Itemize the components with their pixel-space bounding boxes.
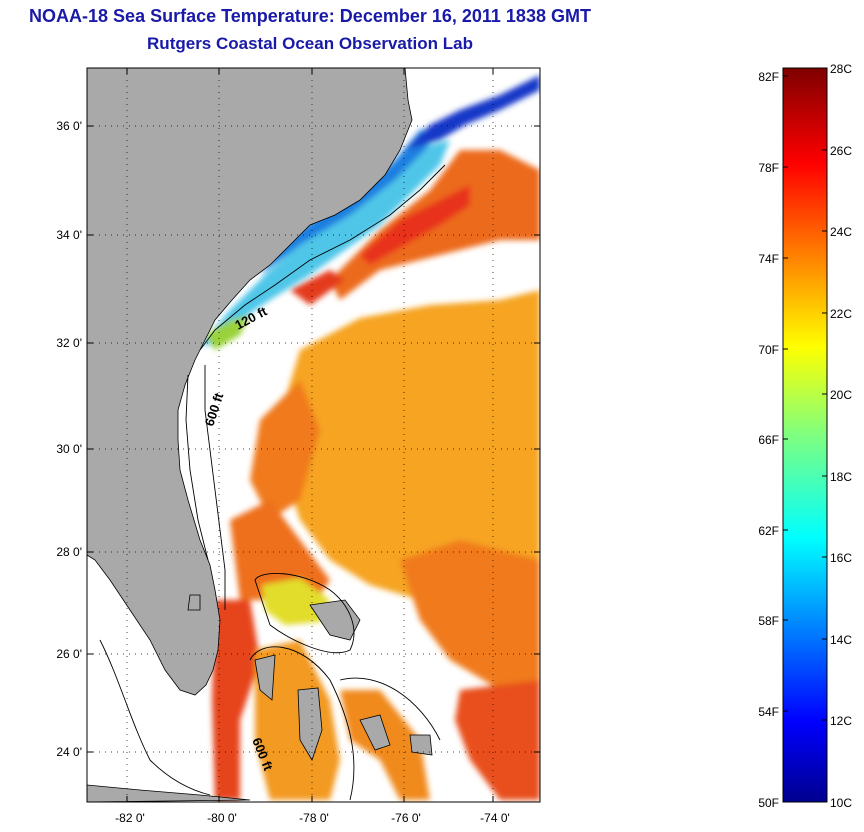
cb-c-26: 26C: [830, 144, 852, 158]
cb-c-10: 10C: [830, 796, 852, 810]
lat-label-30: 30 0': [56, 442, 82, 456]
warm-water-region: [212, 290, 540, 800]
graticule: [87, 68, 540, 802]
cb-f-70: 70F: [758, 343, 779, 357]
lat-label-36: 36 0': [56, 119, 82, 133]
cb-c-28: 28C: [830, 62, 852, 76]
map-subtitle: Rutgers Coastal Ocean Observation Lab: [147, 34, 473, 53]
cb-f-82: 82F: [758, 70, 779, 84]
lat-label-26: 26 0': [56, 647, 82, 661]
lon-label-76: -76 0': [391, 811, 421, 825]
cb-f-58: 58F: [758, 614, 779, 628]
lon-label-80: -80 0': [207, 811, 237, 825]
lon-label-82: -82 0': [115, 811, 145, 825]
depth-contours: [99, 164, 446, 801]
cb-c-22: 22C: [830, 307, 852, 321]
gulf-stream-band: [290, 150, 540, 305]
cb-c-12: 12C: [830, 714, 852, 728]
cb-c-20: 20C: [830, 388, 852, 402]
lon-label-78: -78 0': [299, 811, 329, 825]
land-mass: [87, 68, 413, 696]
cb-f-66: 66F: [758, 433, 779, 447]
lat-label-24: 24 0': [56, 745, 82, 759]
cb-f-62: 62F: [758, 524, 779, 538]
cb-f-54: 54F: [758, 705, 779, 719]
lat-label-32: 32 0': [56, 336, 82, 350]
colorbar-ticks: [783, 67, 827, 803]
map-title: NOAA-18 Sea Surface Temperature: Decembe…: [29, 6, 591, 26]
cb-f-50: 50F: [758, 796, 779, 810]
cb-c-18: 18C: [830, 470, 852, 484]
axis-ticks: [87, 68, 540, 802]
cb-c-14: 14C: [830, 633, 852, 647]
cb-c-16: 16C: [830, 551, 852, 565]
colorbar-gradient: [782, 67, 828, 803]
cb-c-24: 24C: [830, 225, 852, 239]
lat-label-28: 28 0': [56, 545, 82, 559]
lon-label-74: -74 0': [480, 811, 510, 825]
cb-f-74: 74F: [758, 252, 779, 266]
cb-f-78: 78F: [758, 161, 779, 175]
map-frame: [86, 67, 541, 803]
lat-label-34: 34 0': [56, 228, 82, 242]
